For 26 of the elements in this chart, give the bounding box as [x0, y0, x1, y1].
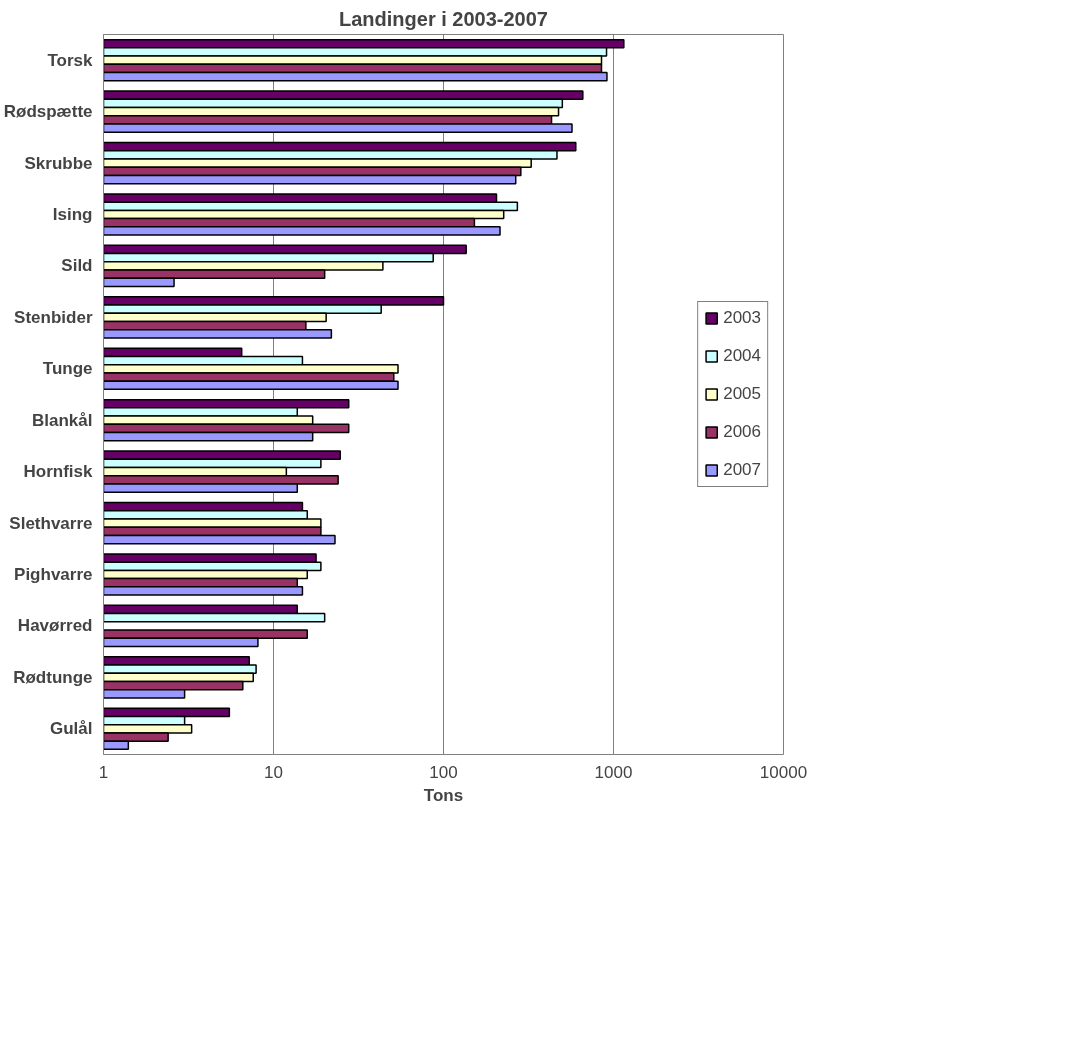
- x-tick-label: 10000: [759, 762, 808, 782]
- y-tick-label: Skrubbe: [24, 153, 93, 173]
- legend-label: 2006: [723, 422, 761, 442]
- y-tick-label: Rødtunge: [13, 667, 93, 687]
- chart-title: Landinger i 2003-2007: [339, 7, 548, 30]
- legend-label: 2007: [723, 460, 761, 480]
- x-tick-label: 1: [98, 762, 109, 782]
- y-tick-label: Slethvarre: [9, 513, 93, 533]
- y-tick-label: Havørred: [17, 616, 93, 636]
- y-tick-label: Gulål: [49, 719, 93, 739]
- y-tick-label: Pighvarre: [14, 565, 93, 584]
- y-tick-label: Hornfisk: [23, 462, 94, 482]
- y-tick-label: Stenbider: [14, 307, 93, 327]
- y-tick-label: Ising: [52, 205, 93, 224]
- y-tick-label: Sild: [61, 256, 93, 276]
- y-tick-label: Tunge: [42, 359, 93, 379]
- legend-label: 2005: [723, 384, 761, 404]
- y-tick-label: Blankål: [32, 410, 93, 430]
- y-tick-label: Torsk: [47, 50, 94, 70]
- x-axis-title: Tons: [423, 785, 464, 805]
- x-tick-label: 10: [264, 762, 283, 782]
- y-tick-label: Rødspætte: [3, 102, 93, 122]
- x-tick-label: 100: [429, 762, 458, 782]
- x-tick-label: 1000: [594, 762, 633, 782]
- legend-label: 2003: [723, 308, 761, 328]
- legend-label: 2004: [723, 346, 761, 366]
